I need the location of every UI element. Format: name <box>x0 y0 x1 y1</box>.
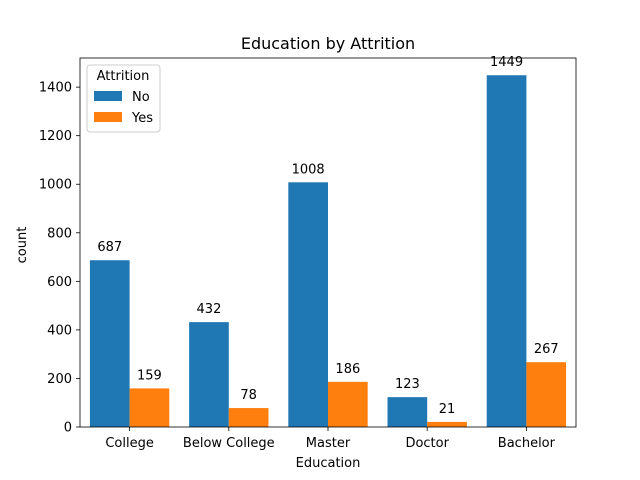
y-tick-label: 400 <box>47 323 72 338</box>
bar-yes-2 <box>328 381 368 427</box>
x-axis: College Below College Master Doctor Bachelor <box>105 427 556 451</box>
bar-no-1 <box>189 322 229 427</box>
legend-swatch-yes <box>94 112 122 122</box>
bar-yes-4 <box>526 362 567 427</box>
y-tick-label: 1400 <box>39 81 72 96</box>
x-tick-label: Doctor <box>405 436 449 451</box>
bar-label-no-3: 123 <box>395 377 420 392</box>
bar-label-no-1: 432 <box>197 302 222 317</box>
bar-label-no-0: 687 <box>97 240 122 255</box>
x-tick-label: Below College <box>183 436 275 451</box>
bar-label-yes-1: 78 <box>240 388 257 403</box>
bar-label-yes-2: 186 <box>335 362 360 377</box>
legend: Attrition No Yes <box>86 64 161 133</box>
bar-yes-3 <box>427 421 467 427</box>
legend-title: Attrition <box>97 69 150 84</box>
bar-yes-1 <box>228 408 269 427</box>
bar-label-yes-3: 21 <box>439 402 456 417</box>
bar-no-2 <box>288 182 328 427</box>
y-axis-title: count <box>15 227 30 264</box>
y-tick-label: 1200 <box>39 129 72 144</box>
x-axis-title: Education <box>296 456 361 471</box>
bar-no-0 <box>89 260 130 427</box>
bar-label-yes-4: 267 <box>534 342 559 357</box>
y-tick-label: 800 <box>47 226 72 241</box>
legend-label-no: No <box>132 90 150 105</box>
bar-label-no-4: 1449 <box>490 55 523 70</box>
y-tick-label: 600 <box>47 275 72 290</box>
legend-label-yes: Yes <box>131 111 153 126</box>
legend-swatch-no <box>94 91 122 101</box>
bar-label-yes-0: 159 <box>137 368 162 383</box>
chart-title: Education by Attrition <box>241 34 415 53</box>
bar-no-4 <box>486 75 527 428</box>
y-axis: 0 200 400 600 800 1000 1200 1400 <box>39 81 80 436</box>
bar-label-no-2: 1008 <box>292 162 325 177</box>
bar-yes-0 <box>129 388 170 427</box>
plot-area: 687 432 1008 123 1449 159 78 186 21 267 <box>79 55 577 428</box>
bar-no-3 <box>387 397 428 427</box>
x-tick-label: Bachelor <box>498 436 556 451</box>
x-tick-label: Master <box>306 436 351 451</box>
y-tick-label: 1000 <box>39 178 72 193</box>
x-tick-label: College <box>105 436 154 451</box>
y-tick-label: 200 <box>47 372 72 387</box>
y-tick-label: 0 <box>64 421 72 436</box>
